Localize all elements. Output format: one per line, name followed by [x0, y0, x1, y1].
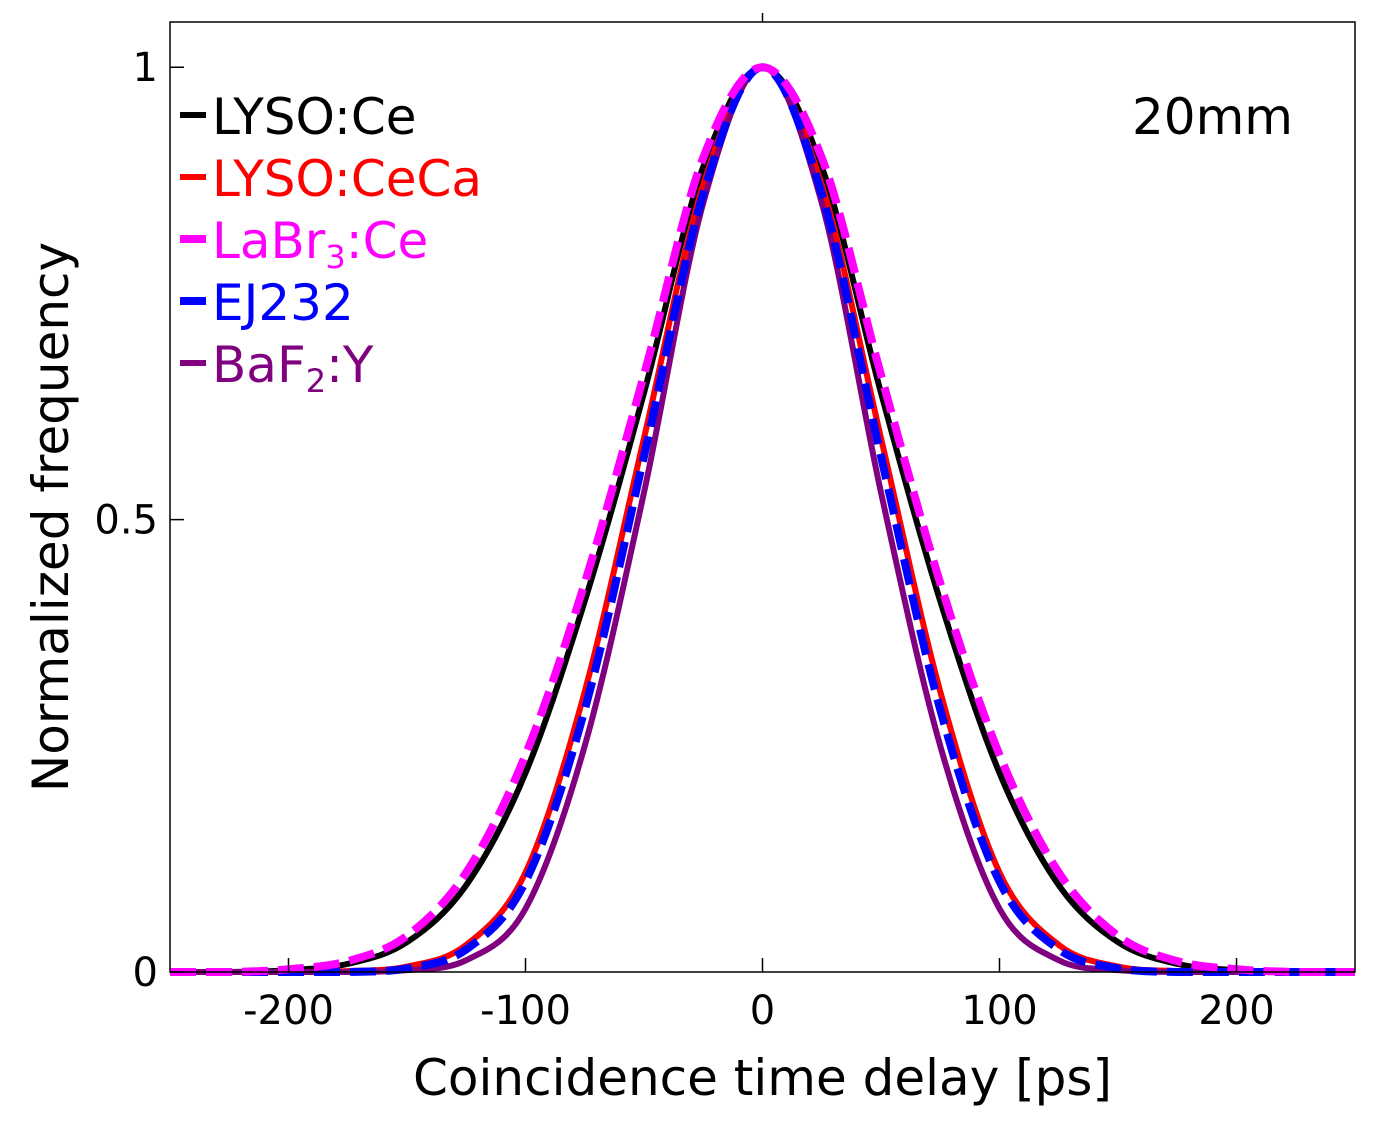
legend-label: LYSO:Ce — [212, 88, 417, 146]
annotation-label: 20mm — [1132, 88, 1293, 146]
x-axis-title: Coincidence time delay [ps] — [413, 1049, 1112, 1107]
series-line-labr3-ce — [170, 63, 1355, 976]
legend-item: EJ232 — [180, 274, 354, 332]
legend-item: LYSO:Ce — [180, 88, 417, 146]
x-tick-label: 100 — [961, 988, 1037, 1034]
legend-label: BaF2:Y — [212, 336, 374, 400]
x-tick-label: -100 — [480, 988, 571, 1034]
y-tick-label: 1 — [133, 45, 158, 91]
legend-label: LaBr3:Ce — [212, 212, 428, 276]
y-axis-title: Normalized frequency — [22, 242, 80, 792]
y-tick-label: 0 — [133, 950, 158, 996]
legend-item: LaBr3:Ce — [180, 212, 428, 276]
series-layer — [170, 63, 1355, 976]
legend-item: BaF2:Y — [180, 336, 374, 400]
x-tick-label: 0 — [750, 988, 775, 1034]
legend-label: EJ232 — [212, 274, 354, 332]
x-tick-label: 200 — [1198, 988, 1274, 1034]
axes-layer: -200 -100 0 100 200 0 0.5 1 — [94, 13, 1275, 1034]
legend-item: LYSO:CeCa — [180, 150, 482, 208]
y-tick-label: 0.5 — [94, 498, 158, 544]
legend-label: LYSO:CeCa — [212, 150, 482, 208]
x-tick-label: -200 — [243, 988, 334, 1034]
